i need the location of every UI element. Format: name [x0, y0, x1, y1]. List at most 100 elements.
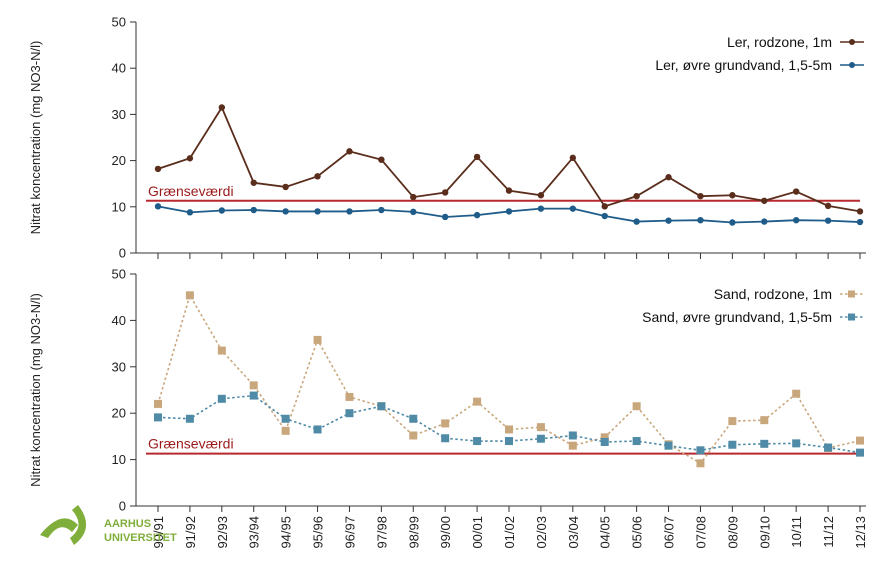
- data-point: [536, 423, 545, 432]
- data-point: [473, 437, 482, 446]
- y-tick-label: 20: [112, 153, 126, 168]
- x-tick-label: 92/93: [215, 516, 230, 549]
- data-point: [697, 192, 704, 200]
- y-tick-label: 30: [112, 107, 126, 122]
- data-point: [633, 218, 640, 225]
- x-tick-label: 98/99: [406, 516, 421, 549]
- data-point: [536, 434, 545, 443]
- x-tick-label: 05/06: [630, 516, 645, 549]
- data-point: [761, 197, 768, 204]
- data-point: [217, 346, 226, 355]
- logo-mark-icon-2: [70, 505, 87, 545]
- bottom-panel: 0 10 20 30 40 50 Nitrat koncentration (mg NO3-…: [28, 267, 866, 514]
- data-point: [441, 434, 450, 443]
- legend-marker: [849, 39, 855, 45]
- data-point: [600, 437, 609, 446]
- legend-marker: [848, 313, 855, 321]
- data-point: [345, 392, 354, 401]
- data-point: [664, 441, 673, 450]
- data-point: [505, 437, 513, 446]
- data-point: [569, 154, 577, 162]
- x-tick-label: 94/95: [279, 516, 294, 549]
- data-point: [281, 426, 290, 435]
- data-point: [728, 417, 737, 426]
- data-point: [409, 431, 418, 440]
- x-tick-label: 04/05: [598, 516, 613, 549]
- y-tick-label: 10: [112, 452, 126, 467]
- x-tick-label: 95/96: [311, 516, 326, 549]
- y-tick-label: 0: [119, 246, 126, 261]
- y-tick-label: 40: [112, 313, 126, 328]
- data-point: [249, 381, 258, 390]
- data-point: [728, 440, 737, 449]
- data-point: [409, 414, 418, 423]
- data-point: [377, 402, 386, 411]
- data-point: [632, 437, 641, 446]
- y-tick-label: 50: [112, 267, 126, 282]
- legend-label: Ler, rodzone, 1m: [727, 34, 832, 50]
- data-point: [154, 165, 162, 173]
- data-point: [410, 208, 417, 216]
- data-point: [856, 218, 864, 226]
- x-tick-label: 11/12: [821, 516, 836, 548]
- data-point: [537, 205, 545, 212]
- data-point: [185, 291, 194, 300]
- data-point: [569, 205, 577, 212]
- y-tick-label: 10: [112, 199, 126, 214]
- legend-label: Ler, øvre grundvand, 1,5-5m: [655, 57, 832, 73]
- y-tick-label: 0: [119, 499, 126, 514]
- data-point: [792, 439, 801, 448]
- data-point: [281, 414, 290, 423]
- data-point: [568, 431, 577, 440]
- y-tick-label: 50: [112, 15, 126, 30]
- x-tick-label: 10/11: [789, 516, 804, 548]
- x-tick-label: 00/01: [470, 516, 485, 549]
- y-tick-label: 30: [112, 359, 126, 374]
- data-point: [633, 192, 640, 200]
- data-point: [441, 419, 450, 428]
- data-point: [600, 433, 609, 442]
- data-point: [505, 187, 513, 194]
- x-tick-label: 97/98: [374, 516, 389, 549]
- data-point: [314, 208, 321, 215]
- data-point: [473, 211, 481, 219]
- data-point: [760, 416, 769, 425]
- data-point: [441, 189, 449, 196]
- data-point: [792, 216, 800, 224]
- y-tick-label: 20: [112, 406, 126, 421]
- series-line: [157, 293, 861, 465]
- data-point: [729, 192, 736, 199]
- data-point: [218, 104, 226, 111]
- data-point: [760, 439, 769, 448]
- data-point: [313, 335, 322, 344]
- y-axis-label: Nitrat koncentration (mg NO3-N/l): [28, 41, 43, 235]
- data-point: [537, 192, 545, 199]
- data-point: [792, 389, 801, 398]
- x-tick-label: 06/07: [662, 516, 677, 549]
- x-tick-label: 02/03: [534, 516, 549, 549]
- data-point: [505, 208, 513, 215]
- data-point: [473, 153, 481, 161]
- series-line: [157, 105, 861, 213]
- data-point: [378, 156, 385, 163]
- y-axis-label: Nitrat koncentration (mg NO3-N/l): [28, 293, 43, 487]
- y-tick-label: 40: [112, 61, 126, 76]
- legend-marker: [849, 62, 855, 68]
- data-point: [665, 217, 672, 224]
- data-point: [696, 446, 705, 455]
- data-point: [441, 213, 449, 221]
- data-point: [154, 399, 162, 408]
- data-point: [282, 208, 289, 215]
- x-tick-label: 08/09: [725, 516, 740, 549]
- data-point: [218, 207, 226, 214]
- data-point: [217, 394, 226, 403]
- data-point: [824, 217, 832, 224]
- data-point: [186, 155, 194, 162]
- data-point: [696, 459, 705, 468]
- data-point: [154, 413, 162, 422]
- data-point: [824, 443, 833, 452]
- data-point: [792, 188, 800, 195]
- data-point: [824, 202, 832, 210]
